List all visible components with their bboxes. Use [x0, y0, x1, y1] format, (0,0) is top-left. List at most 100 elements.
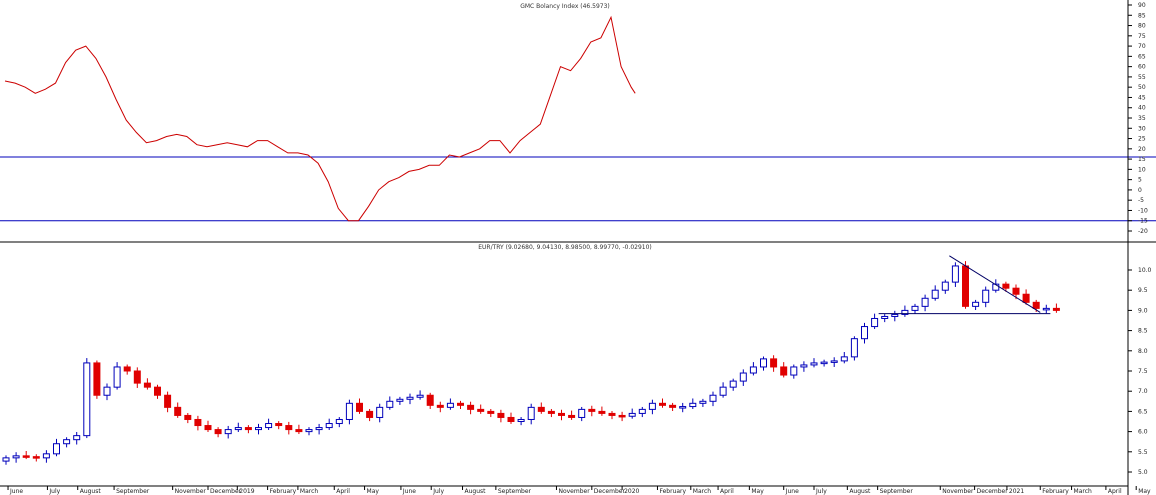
candle-body	[406, 396, 414, 400]
candle-body	[154, 386, 161, 396]
candle-body	[113, 366, 121, 388]
x-tick-label: August	[80, 488, 102, 495]
candle-body	[669, 404, 677, 408]
y-tick-label: 9.5	[1138, 287, 1148, 294]
candle-body	[315, 427, 323, 431]
x-tick-label: June	[9, 488, 23, 495]
y-tick-label: -10	[1138, 207, 1148, 214]
candle-body	[426, 394, 434, 406]
candle-body	[32, 456, 40, 459]
y-tick-label: 6.5	[1138, 408, 1148, 415]
y-tick-label: 7.5	[1138, 368, 1148, 375]
y-tick-label: 75	[1138, 33, 1146, 40]
y-tick-label: 40	[1138, 105, 1146, 112]
x-tick-label: August	[849, 488, 871, 495]
x-tick-label: 2021	[1009, 488, 1024, 495]
candle-body	[103, 386, 111, 396]
candle-body	[63, 439, 71, 445]
candle-body	[53, 443, 60, 455]
candle-body	[1012, 287, 1020, 295]
candle-body	[73, 435, 81, 441]
candle-body	[386, 400, 394, 408]
candle-body	[608, 412, 616, 416]
y-tick-label: 0	[1138, 187, 1142, 194]
candle-body	[396, 398, 404, 402]
candle-body	[164, 394, 172, 408]
candle-body	[558, 412, 565, 416]
y-tick-label: 6.0	[1138, 429, 1148, 436]
candle-body	[618, 414, 626, 418]
candle-body	[830, 360, 838, 363]
candle-body	[285, 425, 293, 431]
x-tick-label: September	[880, 488, 914, 495]
x-tick-label: June	[402, 488, 416, 495]
x-tick-label: May	[367, 488, 380, 495]
candle-body	[446, 402, 454, 408]
candle-body	[648, 402, 656, 410]
x-tick-label: July	[815, 488, 827, 495]
x-tick-label: November	[558, 488, 590, 495]
x-tick-label: May	[751, 488, 764, 495]
y-tick-label: 70	[1138, 43, 1146, 50]
candle-body	[931, 289, 939, 299]
candle-body	[1032, 301, 1040, 309]
candle-body	[497, 412, 505, 418]
candle-body	[679, 406, 687, 409]
y-tick-label: 25	[1138, 136, 1146, 143]
price-panel: EUR/TRY (9.02680, 9.04130, 8.98500, 8.99…	[2, 244, 1152, 476]
y-tick-label: 10	[1138, 166, 1146, 173]
candle-body	[487, 410, 495, 414]
price-y-axis: 10.0 9.5 9.0 8.5 8.0 7.5 7.0 6.5 6.0 5.5 5.0	[1128, 267, 1152, 476]
candle-body	[810, 362, 818, 366]
candle-body	[143, 382, 151, 388]
y-tick-label: 55	[1138, 74, 1146, 81]
candle-body	[133, 370, 141, 384]
candle-body	[638, 408, 646, 414]
candle-body	[255, 427, 262, 431]
x-tick-label: April	[1108, 488, 1122, 495]
candle-body	[659, 402, 666, 406]
x-tick-label: February	[1042, 488, 1069, 495]
y-tick-label: 20	[1138, 146, 1146, 153]
x-tick-label: November	[175, 488, 207, 495]
candle-body	[275, 423, 283, 427]
x-tick-label: April	[336, 488, 350, 495]
y-tick-label: -15	[1138, 218, 1148, 225]
candle-body	[356, 402, 363, 412]
candle-body	[174, 406, 182, 416]
indicator-series-line	[4, 15, 636, 222]
candle-body	[911, 305, 919, 311]
x-tick-label: December	[210, 488, 242, 495]
x-tick-label: August	[465, 488, 487, 495]
candle-body	[366, 410, 374, 418]
y-tick-label: 45	[1138, 94, 1146, 101]
candle-body	[921, 297, 929, 307]
candle-body	[305, 429, 313, 433]
candle-body	[790, 366, 798, 376]
y-tick-label: 5	[1138, 177, 1142, 184]
candle-body	[477, 408, 485, 412]
indicator-y-axis: 908580757065605550454035302520151050-5-1…	[1128, 2, 1148, 235]
candle-body	[345, 402, 353, 420]
y-tick-label: 65	[1138, 53, 1146, 60]
candle-body	[335, 418, 343, 425]
candle-body	[982, 289, 990, 303]
candle-body	[1022, 293, 1030, 303]
candle-body	[588, 408, 596, 412]
candle-body	[962, 265, 969, 307]
x-tick-label: July	[432, 488, 444, 495]
candle-body	[709, 394, 717, 402]
candle-body	[951, 265, 959, 283]
candle-body	[780, 366, 788, 376]
price-title: EUR/TRY (9.02680, 9.04130, 8.98500, 8.99…	[478, 244, 652, 251]
candle-body	[234, 427, 242, 431]
indicator-thresholds	[0, 156, 1156, 222]
x-tick-label: February	[270, 488, 297, 495]
candle-body	[194, 418, 202, 427]
candle-body	[436, 404, 444, 408]
x-tick-label: December	[594, 488, 626, 495]
descending-trendline	[949, 255, 1041, 313]
candle-body	[578, 408, 586, 418]
candle-body	[416, 394, 424, 398]
candle-body	[598, 410, 606, 414]
